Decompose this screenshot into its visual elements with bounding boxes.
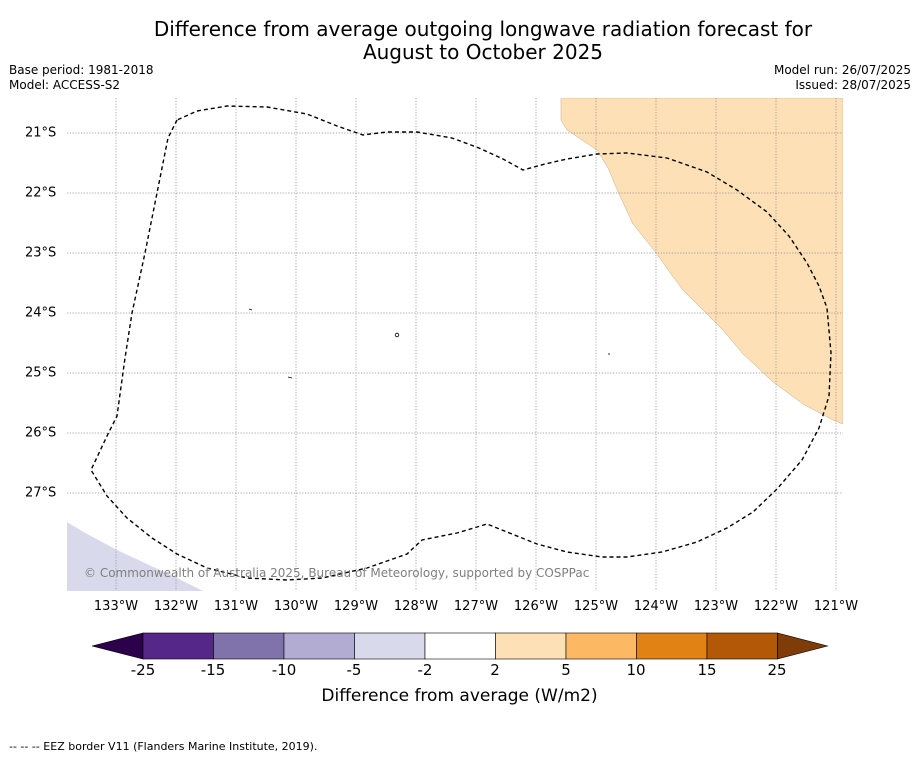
islands (248, 308, 610, 379)
colorbar-segment (354, 632, 426, 660)
lon-label: 131°W (213, 599, 259, 614)
colorbar-tick: -25 (130, 661, 156, 679)
colorbar-extend-low (91, 632, 144, 660)
lat-label: 27°S (25, 485, 57, 501)
colorbar (90, 630, 830, 662)
colorbar-segment (213, 632, 285, 660)
island-1 (248, 308, 253, 311)
meta-right: Model run: 26/07/2025 Issued: 28/07/2025 (774, 63, 911, 93)
lon-label: 132°W (153, 599, 199, 614)
colorbar-tick: -10 (271, 661, 297, 679)
graticule (67, 98, 843, 591)
model-name: Model: ACCESS-S2 (9, 78, 121, 92)
colorbar-segment (495, 632, 567, 660)
cool-anomaly-region (67, 522, 203, 591)
colorbar-svg (91, 632, 829, 660)
lon-label: 123°W (693, 599, 739, 614)
lat-label: 25°S (25, 365, 57, 381)
colorbar-tick: -15 (200, 661, 226, 679)
warm-anomaly-region (560, 98, 843, 425)
lon-label: 124°W (633, 599, 679, 614)
island-2 (394, 332, 400, 338)
map-svg (67, 98, 843, 591)
colorbar-tick: -2 (417, 661, 433, 679)
colorbar-segment (636, 632, 708, 660)
colorbar-tick: 25 (767, 661, 787, 679)
colorbar-segment (565, 632, 637, 660)
lon-label: 122°W (753, 599, 799, 614)
colorbar-segment (142, 632, 214, 660)
lat-label: 22°S (25, 185, 57, 201)
lat-label: 21°S (25, 125, 57, 141)
lon-label: 130°W (273, 599, 319, 614)
lat-label: 24°S (25, 305, 57, 321)
lon-label: 126°W (513, 599, 559, 614)
colorbar-tick: 15 (697, 661, 717, 679)
lon-label: 125°W (573, 599, 619, 614)
lat-label: 26°S (25, 425, 57, 441)
lon-label: 128°W (393, 599, 439, 614)
colorbar-tick: 10 (626, 661, 646, 679)
map-title-line1: Difference from average outgoing longwav… (153, 17, 813, 41)
colorbar-tick: 2 (490, 661, 500, 679)
lon-label: 129°W (333, 599, 379, 614)
colorbar-segment (706, 632, 778, 660)
issued-date: Issued: 28/07/2025 (795, 78, 911, 92)
base-period: Base period: 1981-2018 (9, 63, 154, 77)
colorbar-label: Difference from average (W/m2) (321, 686, 598, 706)
copyright-notice: © Commonwealth of Australia 2025, Bureau… (84, 566, 590, 580)
lon-label: 133°W (93, 599, 139, 614)
map-title: Difference from average outgoing longwav… (0, 18, 919, 64)
model-run: Model run: 26/07/2025 (773, 63, 911, 77)
map-title-line2: August to October 2025 (362, 40, 604, 64)
eez-border (90, 105, 832, 581)
map-area (67, 98, 843, 591)
lon-label: 127°W (453, 599, 499, 614)
colorbar-extend-high (777, 632, 829, 660)
island-3 (287, 376, 293, 379)
colorbar-segment (283, 632, 355, 660)
eez-footnote: -- -- -- EEZ border V11 (Flanders Marine… (9, 740, 318, 753)
colorbar-segment (424, 632, 496, 660)
lat-label: 23°S (25, 245, 57, 261)
lon-label: 121°W (813, 599, 859, 614)
colorbar-tick: 5 (561, 661, 571, 679)
meta-left: Base period: 1981-2018 Model: ACCESS-S2 (9, 63, 154, 93)
colorbar-tick: -5 (346, 661, 362, 679)
